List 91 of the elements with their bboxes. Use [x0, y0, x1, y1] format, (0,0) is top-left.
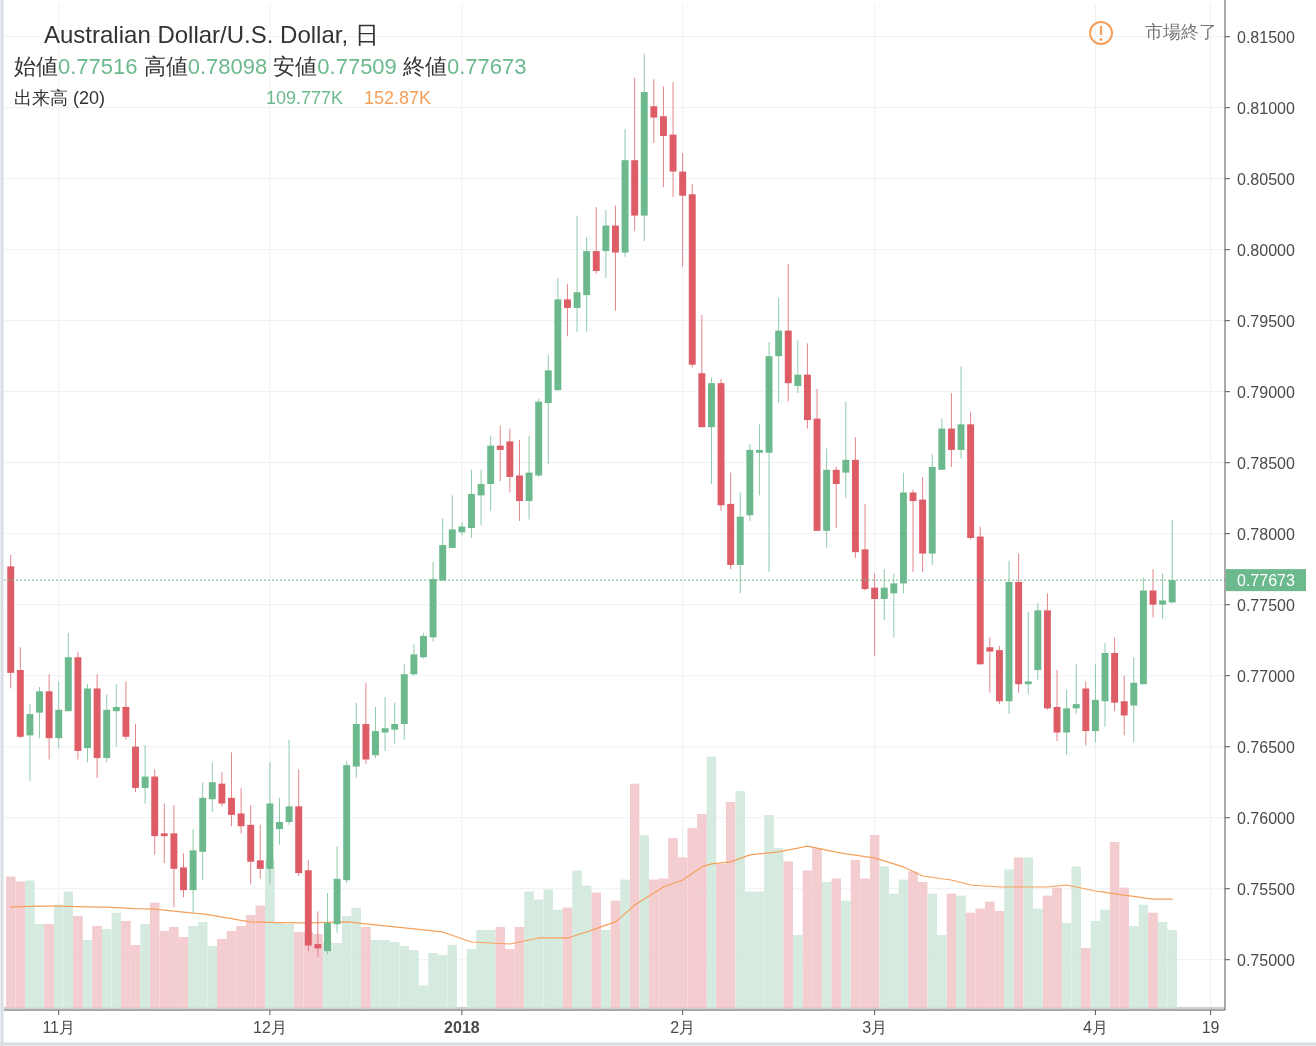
y-tick-label: 0.76000 [1237, 809, 1295, 827]
candlestick [592, 206, 600, 275]
annotation: 市場終了 [1145, 22, 1217, 42]
candlestick [36, 686, 43, 739]
annotation: 109.777K [266, 88, 344, 108]
candlestick [26, 703, 34, 782]
candlestick [842, 401, 850, 499]
y-tick-label: 0.76500 [1237, 738, 1295, 756]
text: Australian Dollar/U.S. Dollar, 日 [44, 21, 379, 48]
candlestick [573, 215, 581, 333]
bar [73, 915, 83, 1009]
x-tick-label: 2月 [670, 1019, 696, 1036]
y-tick-label: 0.81000 [1237, 99, 1295, 117]
y-tick-label: 0.75000 [1237, 951, 1295, 969]
candlestick [160, 803, 168, 864]
bar [620, 879, 630, 1009]
candlestick [228, 751, 235, 827]
bar [629, 783, 640, 1009]
candlestick [1072, 663, 1080, 715]
bar [591, 892, 601, 1009]
candlestick [1130, 656, 1138, 743]
bar [956, 895, 966, 1009]
candlestick [477, 469, 485, 526]
bar [1148, 912, 1158, 1009]
bar [821, 882, 832, 1009]
candlestick [755, 423, 763, 496]
y-tick-label: 0.79000 [1237, 383, 1295, 401]
x-tick-label: 2018 [444, 1019, 480, 1036]
bar [562, 907, 573, 1009]
candlestick [141, 744, 149, 805]
candlestick [1024, 611, 1032, 695]
candlestick [391, 702, 399, 745]
candlestick [276, 797, 283, 846]
candlestick [420, 632, 427, 660]
x-tick-label: 3月 [862, 1019, 888, 1036]
bar [601, 930, 611, 1009]
bar [783, 861, 793, 1009]
candlestick [650, 78, 658, 144]
candlestick [564, 283, 571, 337]
bar [831, 878, 841, 1009]
candlestick [1149, 568, 1157, 618]
x-tick-label: 4月 [1082, 1019, 1108, 1036]
bar [841, 900, 851, 1009]
x-tick-label: 19 [1201, 1019, 1220, 1036]
y-tick-label: 0.78500 [1237, 454, 1295, 472]
bar [706, 756, 717, 1009]
candlestick [832, 466, 840, 529]
candlestick [256, 824, 264, 880]
x-tick-label: 12月 [253, 1019, 287, 1036]
bar [361, 927, 371, 1009]
candlestick [871, 572, 879, 657]
ref-line-label: 0.77673 [1237, 572, 1295, 590]
candlestick [660, 85, 667, 188]
text: 始値0.77516 高値0.78098 安値0.77509 終値0.77673 [14, 54, 527, 79]
bar [639, 835, 649, 1009]
candlestick [410, 643, 418, 677]
candlestick [237, 787, 245, 834]
y-tick-label: 0.81500 [1237, 28, 1295, 46]
candlestick [180, 852, 187, 898]
bar [44, 924, 54, 1009]
candlestick [218, 771, 226, 807]
candlestick [448, 494, 456, 549]
y-tick-label: 0.80000 [1237, 241, 1295, 259]
y-tick-label: 0.77000 [1237, 667, 1295, 685]
bar [140, 924, 150, 1009]
bar [92, 926, 102, 1009]
candlestick [381, 696, 389, 752]
bar [793, 935, 803, 1009]
y-tick-label: 0.77500 [1237, 596, 1295, 614]
bar [82, 940, 93, 1009]
y-tick-label: 0.75500 [1237, 880, 1295, 898]
chart-title: 出来高 (20) [14, 88, 106, 108]
candlestick [986, 636, 994, 694]
y-tick-label: 0.80500 [1237, 170, 1295, 188]
bar [1081, 948, 1091, 1009]
y-tick-label: 0.79500 [1237, 312, 1295, 330]
candlestick [208, 761, 216, 813]
candlestick [1120, 675, 1128, 736]
candlestick [112, 683, 120, 748]
candlestick [794, 340, 802, 394]
candlestick [496, 425, 504, 482]
candlestick [947, 392, 955, 468]
x-tick-label: 11月 [42, 1019, 76, 1036]
bar [946, 893, 957, 1009]
candlestick [285, 739, 293, 826]
bar [1004, 869, 1014, 1009]
annotation: 152.87K [364, 88, 432, 108]
bar [1013, 857, 1024, 1009]
y-tick-label: 0.78000 [1237, 525, 1295, 543]
candlestick [458, 521, 466, 536]
bar [610, 900, 621, 1009]
